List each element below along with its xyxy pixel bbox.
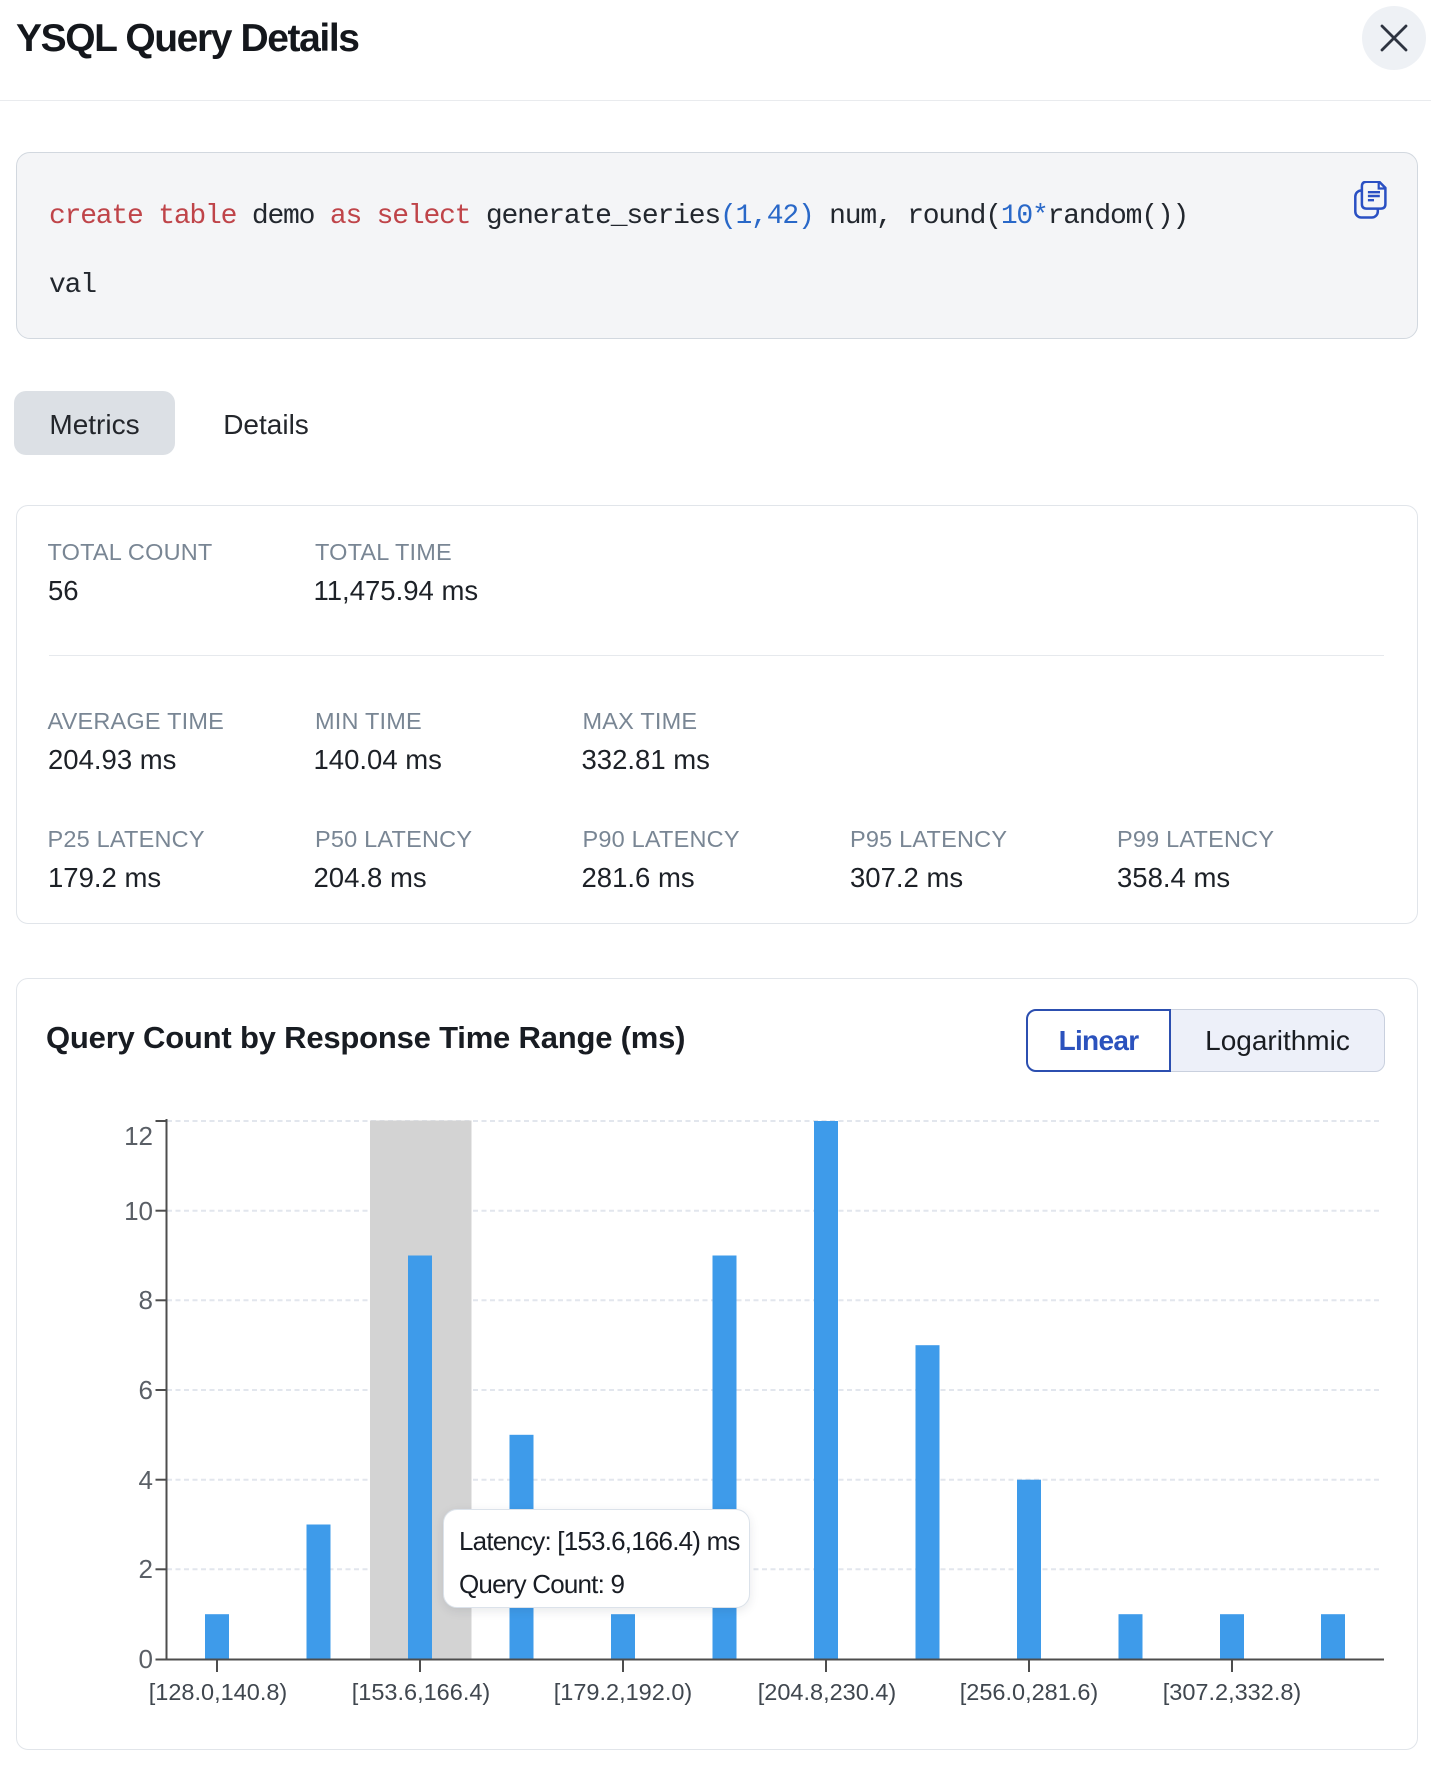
svg-text:[256.0,281.6): [256.0,281.6) — [960, 1679, 1099, 1705]
svg-text:6: 6 — [139, 1375, 153, 1405]
svg-text:2: 2 — [139, 1554, 153, 1584]
svg-text:10: 10 — [124, 1196, 153, 1226]
svg-text:4: 4 — [139, 1465, 153, 1495]
svg-text:[128.0,140.8): [128.0,140.8) — [149, 1679, 288, 1705]
svg-text:[204.8,230.4): [204.8,230.4) — [758, 1679, 897, 1705]
svg-text:12: 12 — [124, 1121, 153, 1151]
svg-text:[153.6,166.4): [153.6,166.4) — [352, 1679, 491, 1705]
svg-text:[307.2,332.8): [307.2,332.8) — [1163, 1679, 1302, 1705]
svg-text:[179.2,192.0): [179.2,192.0) — [554, 1679, 693, 1705]
svg-text:8: 8 — [139, 1285, 153, 1315]
svg-text:0: 0 — [139, 1644, 153, 1674]
